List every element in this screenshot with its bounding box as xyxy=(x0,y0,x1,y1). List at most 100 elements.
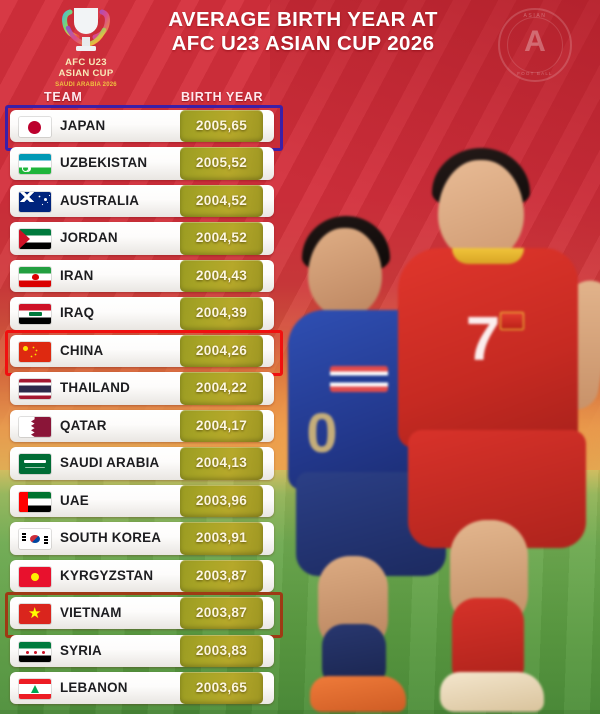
birth-year-value: 2004,13 xyxy=(195,455,248,471)
vietnam-jersey-flag xyxy=(500,312,524,330)
team-name: VIETNAM xyxy=(60,605,122,621)
row-card[interactable]: CHINA 2004,26 xyxy=(10,334,274,368)
birth-year-pill: 2004,52 xyxy=(180,222,263,255)
afc-logo-line1: AFC U23 xyxy=(65,57,107,68)
birth-year-value: 2003,65 xyxy=(195,680,248,696)
table-row[interactable]: KYRGYZSTAN 2003,87 xyxy=(10,559,274,592)
row-card[interactable]: UAE 2003,96 xyxy=(10,484,274,518)
birth-year-value: 2003,91 xyxy=(195,530,248,546)
title-line-1: AVERAGE BIRTH YEAR AT xyxy=(168,8,438,31)
row-card[interactable]: IRAN 2004,43 xyxy=(10,259,274,293)
image-bottom-edge xyxy=(0,710,600,714)
team-name: SYRIA xyxy=(60,642,102,658)
birth-year-pill: 2004,22 xyxy=(180,372,263,405)
team-name: KYRGYZSTAN xyxy=(60,567,154,583)
birth-year-pill: 2003,87 xyxy=(180,559,263,592)
flag-qatar-icon xyxy=(19,416,51,437)
row-card[interactable]: SYRIA 2003,83 xyxy=(10,634,274,667)
table-row[interactable]: SYRIA 2003,83 xyxy=(10,634,274,667)
table-row[interactable]: QATAR 2004,17 xyxy=(10,409,274,443)
row-card[interactable]: THAILAND 2004,22 xyxy=(10,372,274,405)
flag-jordan-icon xyxy=(19,229,51,250)
table-row[interactable]: SOUTH KOREA 2003,91 xyxy=(10,522,274,555)
row-card[interactable]: SOUTH KOREA 2003,91 xyxy=(10,522,274,555)
birth-year-pill: 2004,26 xyxy=(180,334,263,368)
row-card[interactable]: LEBANON 2003,65 xyxy=(10,672,274,705)
table-row[interactable]: SAUDI ARABIA 2004,13 xyxy=(10,447,274,480)
red-player-head xyxy=(438,160,524,260)
row-card[interactable]: JORDAN 2004,52 xyxy=(10,222,274,255)
column-header-row: TEAM BIRTH YEAR xyxy=(0,90,290,108)
flag-uzbekistan-icon xyxy=(19,154,51,175)
watermark-bottom-text: FOOT BALL xyxy=(517,71,553,76)
birth-year-pill: 2003,87 xyxy=(180,597,263,630)
birth-year-value: 2004,17 xyxy=(195,417,248,433)
team-name: IRAQ xyxy=(60,305,95,321)
birth-year-pill: 2004,39 xyxy=(180,297,263,330)
table-row[interactable]: JORDAN 2004,52 xyxy=(10,222,274,255)
birth-year-pill: 2004,17 xyxy=(180,409,263,443)
row-card[interactable]: AUSTRALIA 2004,52 xyxy=(10,184,274,218)
table-row[interactable]: UZBEKISTAN 2005,52 xyxy=(10,147,274,180)
birth-year-value: 2004,22 xyxy=(195,380,248,396)
team-name: JORDAN xyxy=(60,230,118,246)
federation-watermark-logo: ASIAN A FOOT BALL xyxy=(498,8,572,82)
birth-year-pill: 2003,65 xyxy=(180,672,263,705)
birth-year-value: 2004,43 xyxy=(195,267,248,283)
red-player-collar xyxy=(452,248,524,264)
team-name: JAPAN xyxy=(60,118,106,133)
ranking-table: JAPAN 2005,65 UZBEKISTAN 2005,52 AUSTRALIA 20… xyxy=(5,105,283,710)
row-card[interactable]: JAPAN 2005,65 xyxy=(10,110,274,143)
red-player-number: 7 xyxy=(465,305,501,374)
column-header-team: TEAM xyxy=(44,90,83,104)
birth-year-value: 2005,65 xyxy=(195,118,248,133)
header: AFC U23 ASIAN CUP SAUDI ARABIA 2026 AVER… xyxy=(0,0,600,92)
table-row[interactable]: JAPAN 2005,65 xyxy=(5,105,283,151)
flag-australia-icon xyxy=(19,191,51,212)
row-card[interactable]: QATAR 2004,17 xyxy=(10,409,274,443)
table-row[interactable]: VIETNAM 2003,87 xyxy=(5,592,283,639)
table-row[interactable]: IRAN 2004,43 xyxy=(10,259,274,293)
table-row[interactable]: THAILAND 2004,22 xyxy=(10,372,274,405)
birth-year-value: 2003,87 xyxy=(195,605,248,621)
team-name: SOUTH KOREA xyxy=(60,530,162,546)
team-name: IRAN xyxy=(60,267,94,283)
team-name: THAILAND xyxy=(60,380,131,396)
birth-year-pill: 2003,83 xyxy=(180,634,263,667)
page-title: AVERAGE BIRTH YEAR AT AFC U23 ASIAN CUP … xyxy=(138,8,468,56)
table-row[interactable]: AUSTRALIA 2004,52 xyxy=(10,184,274,218)
birth-year-value: 2005,52 xyxy=(195,155,248,171)
blue-player-head xyxy=(308,228,382,316)
afc-logo-line2: ASIAN CUP xyxy=(58,67,114,79)
row-card[interactable]: KYRGYZSTAN 2003,87 xyxy=(10,559,274,592)
flag-thailand-icon xyxy=(19,379,51,400)
afc-logo-text: AFC U23 ASIAN CUP SAUDI ARABIA 2026 xyxy=(36,57,136,91)
table-row[interactable]: CHINA 2004,26 xyxy=(5,329,283,376)
team-name: QATAR xyxy=(60,417,107,433)
row-card[interactable]: IRAQ 2004,39 xyxy=(10,297,274,330)
team-name: AUSTRALIA xyxy=(60,192,140,208)
birth-year-value: 2004,52 xyxy=(195,230,248,246)
birth-year-value: 2004,39 xyxy=(195,305,248,321)
red-player-boot xyxy=(440,672,544,712)
birth-year-pill: 2003,91 xyxy=(180,522,263,555)
row-card[interactable]: VIETNAM 2003,87 xyxy=(10,597,274,630)
flag-lebanon-icon xyxy=(19,679,51,700)
team-name: UAE xyxy=(60,492,89,508)
row-card[interactable]: SAUDI ARABIA 2004,13 xyxy=(10,447,274,480)
team-name: SAUDI ARABIA xyxy=(60,455,160,471)
afc-logo-subtitle: SAUDI ARABIA 2026 xyxy=(55,82,117,88)
watermark-letter: A xyxy=(524,25,546,58)
table-row[interactable]: IRAQ 2004,39 xyxy=(10,297,274,330)
red-player-jersey xyxy=(398,248,578,448)
team-name: CHINA xyxy=(60,342,104,358)
team-name: LEBANON xyxy=(60,680,128,696)
blue-player-number: 0 xyxy=(306,401,338,464)
table-row[interactable]: LEBANON 2003,65 xyxy=(10,672,274,705)
table-row[interactable]: UAE 2003,96 xyxy=(10,484,274,518)
flag-kyrgyzstan-icon xyxy=(19,566,51,587)
flag-syria-icon xyxy=(19,641,51,662)
row-card[interactable]: UZBEKISTAN 2005,52 xyxy=(10,147,274,180)
birth-year-pill: 2005,65 xyxy=(180,110,263,143)
birth-year-value: 2003,87 xyxy=(195,567,248,583)
